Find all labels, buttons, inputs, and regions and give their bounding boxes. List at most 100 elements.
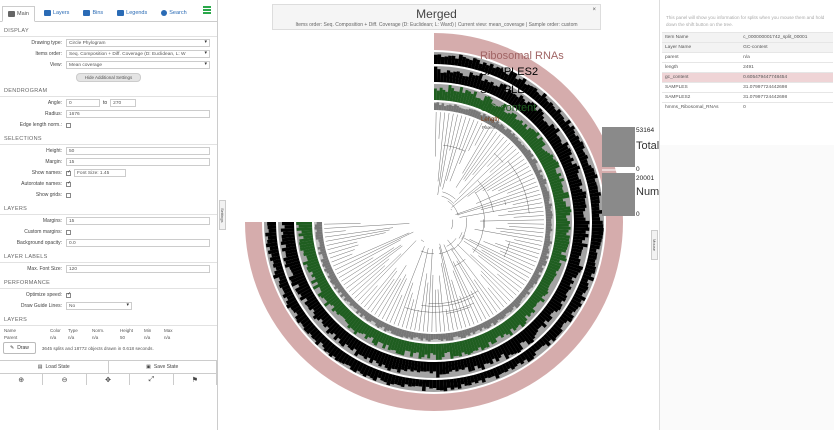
bar-gc xyxy=(467,93,474,106)
tree-branch xyxy=(476,177,535,204)
bar-samples xyxy=(554,289,568,299)
phylogram-svg[interactable] xyxy=(219,0,659,430)
bar-length xyxy=(484,321,490,329)
font-size-input[interactable]: Font Size: 1.45 xyxy=(74,169,126,177)
bar-length xyxy=(441,103,445,111)
angle-to-input[interactable]: 270 xyxy=(110,99,137,107)
layer-height-cell[interactable]: 50 xyxy=(120,335,126,340)
bar-samples xyxy=(375,351,384,364)
angle-from-input[interactable]: 0 xyxy=(66,99,100,107)
bar-samples2 xyxy=(464,58,470,68)
bar-gc xyxy=(510,315,521,327)
table-row[interactable]: Parent n/a n/a n/a 50 n/a n/a xyxy=(0,335,217,340)
draw-button[interactable]: ✎ Draw xyxy=(3,342,36,354)
bar-gc xyxy=(307,265,321,273)
tab-main[interactable]: Main xyxy=(2,6,35,22)
hide-settings-button[interactable]: Hide Additional Settings xyxy=(75,73,142,82)
bar-samples2 xyxy=(286,299,299,309)
tree-branch xyxy=(351,265,386,296)
bar-length xyxy=(523,149,531,157)
bar-samples xyxy=(326,319,336,329)
autorotate-checkbox[interactable] xyxy=(66,180,71,187)
tree-branch xyxy=(360,285,378,305)
bar-samples2 xyxy=(314,334,326,346)
bar-samples xyxy=(561,276,575,285)
fullscreen-icon[interactable]: ⤢ xyxy=(130,374,174,385)
tab-layers[interactable]: Layers xyxy=(39,5,75,21)
zoom-out-icon[interactable]: ⊖ xyxy=(43,374,87,385)
margins-input[interactable]: 15 xyxy=(66,217,210,225)
margin-input[interactable]: 15 xyxy=(66,158,210,166)
layer-color-cell: n/a xyxy=(50,335,57,340)
bg-opacity-input[interactable]: 0.0 xyxy=(66,239,210,247)
load-state-button[interactable]: ▤ Load State xyxy=(0,361,109,373)
max-font-input[interactable]: 120 xyxy=(66,265,210,273)
bar-length xyxy=(438,105,442,111)
bar-samples2 xyxy=(527,347,537,357)
drawing-type-select[interactable]: Circle Phylogram xyxy=(66,39,210,47)
bar-samples2 xyxy=(525,85,535,96)
show-grids-checkbox[interactable] xyxy=(66,192,71,198)
bar-samples2 xyxy=(400,376,406,388)
bar-length xyxy=(464,329,469,336)
optimize-checkbox[interactable] xyxy=(66,291,71,298)
save-state-button[interactable]: ▣ Save State xyxy=(109,361,217,373)
mouse-panel-toggle[interactable]: Mouse xyxy=(651,230,658,260)
zoom-in-icon[interactable]: ⊕ xyxy=(0,374,44,385)
canvas-area[interactable]: Merged Items order: Seq. Composition + D… xyxy=(219,0,734,430)
bar-gc xyxy=(499,323,510,336)
close-icon[interactable]: × xyxy=(592,7,596,13)
bar-length xyxy=(418,332,422,339)
tab-bins[interactable]: Bins xyxy=(78,5,108,21)
draw-guide-select[interactable]: No xyxy=(66,302,132,310)
bar-length xyxy=(525,284,532,290)
flag-icon[interactable]: ⚑ xyxy=(174,374,217,385)
bar-gc xyxy=(502,112,512,123)
bar-samples2 xyxy=(407,378,413,387)
bar-gc xyxy=(451,342,457,357)
center-icon[interactable]: ✥ xyxy=(87,374,131,385)
bar-gc xyxy=(548,176,560,183)
bar-samples xyxy=(508,93,517,105)
bar-samples2 xyxy=(372,369,380,382)
info-key: Item Name xyxy=(662,32,741,43)
drawing-type-label: Drawing type: xyxy=(31,40,62,46)
bar-samples2 xyxy=(590,241,601,246)
edge-length-checkbox[interactable] xyxy=(66,122,71,128)
view-select[interactable]: Mean coverage xyxy=(66,61,210,69)
bar-length xyxy=(315,236,324,240)
tree-branch xyxy=(389,294,403,323)
tab-search[interactable]: Search xyxy=(156,5,191,21)
tree-arc xyxy=(454,259,466,267)
bar-length xyxy=(348,298,354,304)
settings-toggle[interactable]: Settings xyxy=(219,200,226,230)
menu-icon[interactable] xyxy=(203,6,211,14)
bar-samples xyxy=(483,81,491,93)
bar-samples2 xyxy=(359,363,368,375)
bar-length xyxy=(540,254,549,260)
bar-samples xyxy=(378,352,387,367)
bar-samples xyxy=(539,123,550,133)
bar-samples2 xyxy=(349,359,359,371)
tree-branch xyxy=(451,279,467,328)
radius-input[interactable]: 1676 xyxy=(66,110,210,118)
bar-length xyxy=(544,240,553,245)
tree-branch xyxy=(397,282,414,326)
bar-length xyxy=(316,229,323,233)
tree-branch xyxy=(472,248,525,286)
height-input[interactable]: 50 xyxy=(66,147,210,155)
tree-arc xyxy=(446,306,471,314)
show-names-checkbox[interactable] xyxy=(66,169,71,176)
info-value: c_000000001742_split_00001 xyxy=(740,32,833,43)
bar-samples xyxy=(373,350,381,362)
bar-length xyxy=(541,188,548,193)
bar-samples xyxy=(537,121,548,131)
tab-legends[interactable]: Legends xyxy=(112,5,152,21)
bar-length xyxy=(541,249,550,254)
items-order-select[interactable]: Seq. Composition + Diff. Coverage (D: Eu… xyxy=(66,50,210,58)
bar-length xyxy=(495,123,501,130)
tree-branch xyxy=(458,118,471,151)
custom-margins-checkbox[interactable] xyxy=(66,229,71,235)
bar-samples xyxy=(391,356,398,370)
bar-samples xyxy=(407,359,413,370)
